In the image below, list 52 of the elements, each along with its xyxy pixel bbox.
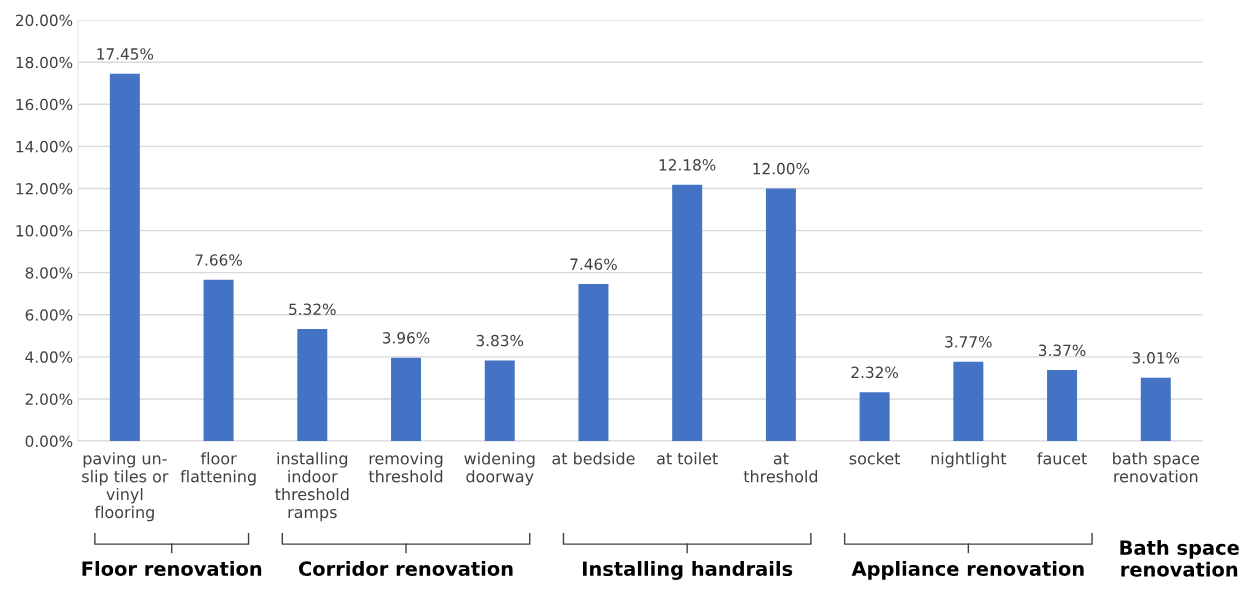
bar <box>765 188 796 442</box>
y-tick-label: 4.00% <box>25 351 73 363</box>
bar <box>953 361 984 442</box>
text: Bath space renovation <box>1120 539 1239 577</box>
x-tick-label: installing indoor threshold ramps <box>275 452 349 522</box>
data-label: 3.96% <box>382 332 430 344</box>
y-tick-label: 8.00% <box>25 267 73 279</box>
bar <box>391 357 422 442</box>
x-tick-label: at toilet <box>657 452 718 465</box>
y-tick-label: 12.00% <box>16 182 73 195</box>
bar <box>203 279 234 442</box>
text: Corridor renovation <box>298 561 513 577</box>
y-tick-label: 2.00% <box>25 393 73 405</box>
bar <box>1047 370 1078 442</box>
bar <box>578 284 609 442</box>
data-label: 7.66% <box>195 254 242 266</box>
data-label: 7.46% <box>570 258 617 270</box>
x-tick-label: socket <box>849 452 901 465</box>
x-tick-label: widening doorway <box>464 452 535 486</box>
text: Appliance renovation <box>851 561 1084 580</box>
y-tick-label: 20.00% <box>16 14 73 27</box>
x-tick-label: paving un- slip tiles or vinyl flooring <box>82 452 169 522</box>
y-tick-label: 16.00% <box>16 98 73 111</box>
x-tick-label: removing threshold <box>368 452 443 483</box>
data-label: 3.01% <box>1132 352 1180 364</box>
data-label: 5.32% <box>289 303 336 316</box>
y-tick-label: 10.00% <box>16 225 73 237</box>
data-label: 3.77% <box>945 336 992 348</box>
y-tick-label: 18.00% <box>16 56 73 69</box>
text: Installing handrails <box>583 561 793 580</box>
x-tick-label: floor flattening <box>180 452 256 486</box>
bar <box>109 73 140 442</box>
bar <box>484 360 515 442</box>
data-label: 12.18% <box>659 159 716 171</box>
y-tick-label: 14.00% <box>16 140 73 153</box>
bar <box>859 392 890 442</box>
data-label: 2.32% <box>851 366 899 379</box>
data-label: 3.37% <box>1038 344 1086 357</box>
x-tick-label: bath space renovation <box>1113 452 1200 483</box>
data-label: 17.45% <box>97 48 154 60</box>
x-tick-label: nightlight <box>931 452 1007 468</box>
x-tick-label: at bedside <box>552 452 635 465</box>
bar <box>297 329 328 442</box>
x-tick-label: at threshold <box>743 453 818 483</box>
data-label: 3.83% <box>476 334 524 347</box>
text: Floor renovation <box>82 561 262 577</box>
x-tick-label: faucet <box>1037 452 1087 465</box>
data-label: 12.00% <box>753 162 810 175</box>
y-tick-label: 6.00% <box>25 309 73 321</box>
y-tick-label: 0.00% <box>25 435 73 448</box>
bar <box>672 184 703 442</box>
bar <box>1140 377 1171 442</box>
